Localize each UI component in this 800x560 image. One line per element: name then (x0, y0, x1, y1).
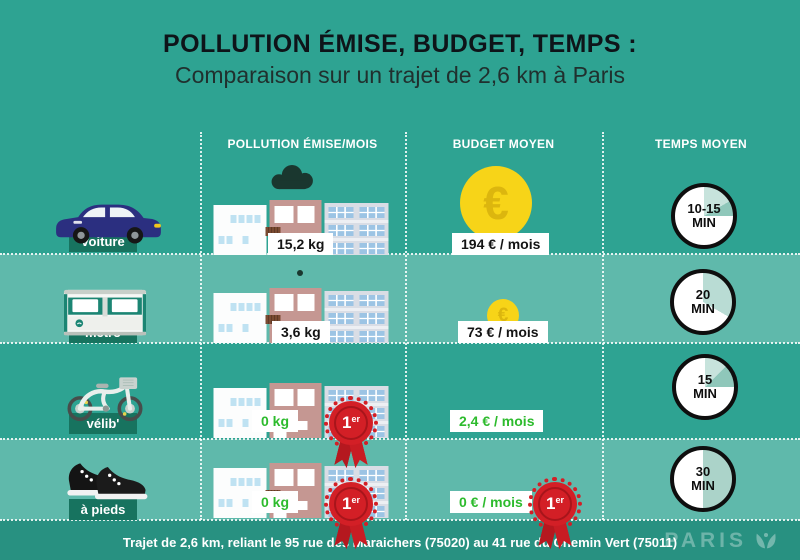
budget-value-metro: 73 € / mois (458, 321, 548, 343)
page-title: POLLUTION ÉMISE, BUDGET, TEMPS : (163, 30, 637, 58)
first-place-rosette-icon: 1 er (528, 477, 582, 531)
paris-leaf-icon (756, 532, 776, 549)
column-divider (405, 132, 407, 520)
column-header-budget: BUDGET MOYEN (452, 137, 555, 151)
metro-icon (63, 289, 147, 336)
time-value-a-pieds: 30 (695, 463, 711, 479)
budget-value-a-pieds: 0 € / mois (450, 491, 532, 513)
clock-icon-metro: 20 MIN (670, 269, 736, 335)
paris-logo-text: PARIS (664, 529, 747, 552)
column-divider (602, 132, 604, 520)
row-divider (0, 438, 800, 440)
page-subtitle: Comparaison sur un trajet de 2,6 km à Pa… (175, 62, 625, 88)
row-divider (0, 519, 800, 521)
car-icon (56, 204, 161, 244)
small-smoke-icon (297, 270, 303, 276)
column-divider (200, 132, 202, 520)
column-header-time: TEMPS MOYEN (655, 137, 747, 151)
clock-icon-voiture: 10-15 MIN (671, 183, 737, 249)
pollution-value-velib: 0 kg (252, 410, 299, 432)
time-unit-voiture: MIN (692, 215, 716, 230)
bicycle-icon (57, 372, 153, 422)
time-unit-velib: MIN (693, 386, 717, 401)
clock-icon-velib: 15 MIN (672, 354, 738, 420)
time-value-voiture: 10-15 (687, 200, 721, 216)
smoke-cloud-icon (271, 165, 313, 190)
mode-label-a-pieds: à pieds (69, 499, 137, 520)
budget-value-velib: 2,4 € / mois (450, 410, 544, 432)
first-place-rosette-icon: 1 er (324, 477, 378, 531)
sneakers-icon (67, 463, 148, 500)
pollution-value-a-pieds: 0 kg (252, 491, 299, 513)
pollution-value-metro: 3,6 kg (272, 321, 330, 343)
first-place-rosette-icon: 1 er (324, 396, 378, 450)
budget-value-voiture: 194 € / mois (452, 233, 550, 255)
row-divider (0, 342, 800, 344)
row-divider (0, 253, 800, 255)
footer-band (0, 520, 800, 560)
time-value-metro: 20 (695, 286, 711, 302)
euro-coin-icon: € (460, 166, 532, 240)
clock-icon-a-pieds: 30 MIN (670, 446, 736, 512)
time-unit-a-pieds: MIN (691, 478, 715, 493)
pollution-value-voiture: 15,2 kg (268, 233, 334, 255)
footer-route-text: Trajet de 2,6 km, reliant le 95 rue des … (122, 535, 678, 550)
column-header-pollution: POLLUTION ÉMISE/MOIS (227, 137, 378, 151)
time-unit-metro: MIN (691, 301, 715, 316)
time-value-velib: 15 (697, 371, 713, 387)
paris-logo: PARIS (664, 529, 778, 553)
